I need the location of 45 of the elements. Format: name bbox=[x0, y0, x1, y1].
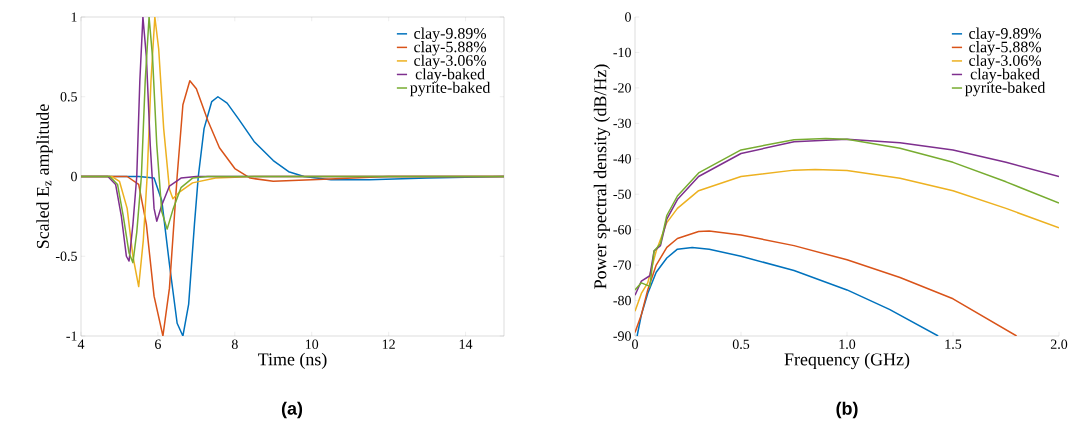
legend-label: clay-baked bbox=[415, 68, 485, 83]
y-tick-label: -10 bbox=[613, 47, 631, 58]
legend-label: clay-baked bbox=[970, 68, 1040, 83]
y-axis-title: Scaled E$_{z}$ amplitude bbox=[36, 104, 53, 249]
x-tick-label: 12 bbox=[382, 339, 395, 349]
x-tick-label: 0 bbox=[632, 339, 638, 349]
y-tick-label: -40 bbox=[613, 154, 631, 164]
legend-label: clay-5.88% bbox=[969, 41, 1042, 56]
text: (a) bbox=[281, 401, 303, 419]
y-tick-label: 0 bbox=[625, 12, 631, 22]
y-tick-label: -0.5 bbox=[55, 251, 77, 261]
y-tick-label: -20 bbox=[613, 83, 631, 93]
legend-label: clay-9.89% bbox=[969, 27, 1042, 43]
y-tick-label: -30 bbox=[613, 118, 631, 129]
text: (b) bbox=[836, 401, 858, 419]
x-tick-label: 1.0 bbox=[839, 339, 856, 349]
y-tick-label: -90 bbox=[613, 331, 631, 341]
x-tick-label: 8 bbox=[231, 339, 238, 349]
line-series bbox=[636, 246, 939, 336]
x-tick-label: 0.5 bbox=[732, 339, 750, 349]
x-tick-label: 4 bbox=[77, 339, 85, 349]
legend-label: clay-5.88% bbox=[414, 41, 487, 56]
x-tick-label: 10 bbox=[305, 339, 319, 349]
y-tick-label: 0.5 bbox=[60, 92, 77, 102]
y-tick-label: -1 bbox=[66, 331, 77, 341]
y-tick-label: -70 bbox=[613, 260, 631, 270]
x-tick-label: 14 bbox=[459, 339, 473, 349]
line-series bbox=[635, 230, 1018, 336]
line-series bbox=[635, 168, 1060, 312]
y-tick-label: -60 bbox=[613, 224, 631, 235]
legend-label: pyrite-baked bbox=[965, 81, 1046, 97]
y-tick-label: -50 bbox=[613, 189, 631, 199]
y-tick-label: -80 bbox=[613, 295, 631, 306]
x-tick-label: 2.0 bbox=[1050, 339, 1068, 349]
x-tick-label: 6 bbox=[155, 339, 161, 349]
legend-label: clay-3.06% bbox=[969, 54, 1042, 70]
y-axis-title: Power spectral density (dB/Hz) bbox=[593, 64, 611, 289]
legend-label: pyrite-baked bbox=[410, 81, 491, 97]
y-tick-label: 1 bbox=[71, 12, 77, 22]
x-axis-title: Time (ns) bbox=[258, 352, 327, 370]
legend-label: clay-3.06% bbox=[414, 54, 487, 70]
y-tick-label: 0 bbox=[71, 171, 77, 182]
legend-label: clay-9.89% bbox=[414, 27, 487, 43]
x-axis-title: Frequency (GHz) bbox=[784, 352, 910, 370]
x-tick-label: 1.5 bbox=[945, 339, 962, 349]
